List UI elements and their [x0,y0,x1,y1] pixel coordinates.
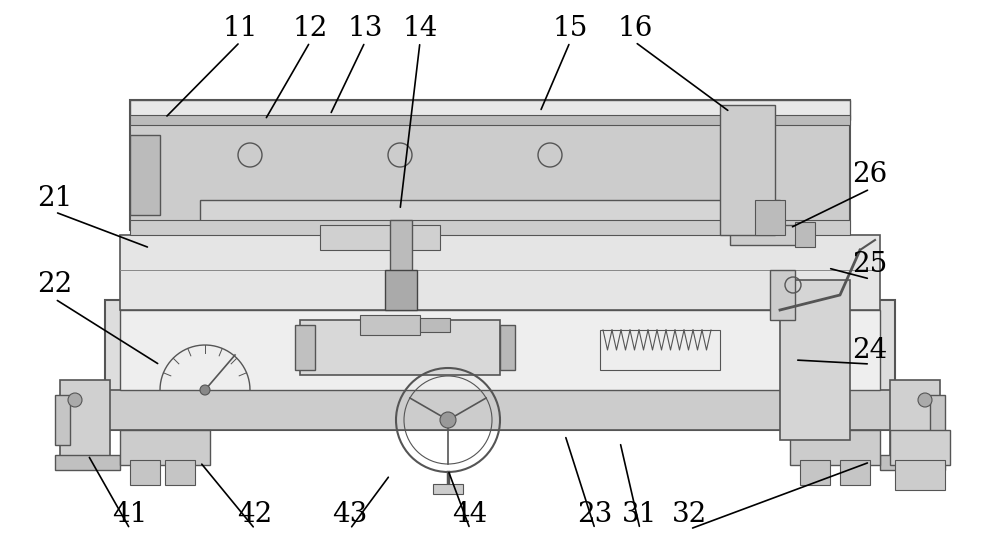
Circle shape [440,412,456,428]
Bar [130,220,850,235]
Circle shape [68,393,82,407]
Text: 32: 32 [672,501,708,529]
Bar [770,270,795,320]
Bar [720,105,775,235]
Circle shape [200,385,210,395]
Text: 25: 25 [852,252,888,279]
Bar [55,455,120,470]
Bar [130,100,850,120]
Bar [390,220,412,275]
Text: 44: 44 [452,501,488,529]
Bar [730,225,800,245]
Bar [420,318,450,332]
Bar [300,320,500,375]
Bar [780,280,850,440]
Text: 24: 24 [852,336,888,363]
Text: 23: 23 [577,501,613,529]
Bar [790,430,880,465]
Bar [60,380,110,460]
Circle shape [918,393,932,407]
Bar [895,460,945,490]
Text: 21: 21 [37,184,73,212]
Bar [295,325,315,370]
Bar [130,460,160,485]
Text: 11: 11 [222,14,258,42]
Bar [55,395,70,445]
Text: 42: 42 [237,501,273,529]
Bar [360,315,420,335]
Bar [130,100,850,230]
Bar [433,484,463,494]
Text: 31: 31 [622,501,658,529]
Text: 16: 16 [617,14,653,42]
Bar [500,325,515,370]
Bar [130,115,850,125]
Bar [105,300,895,430]
Text: 43: 43 [332,501,368,529]
Bar [840,460,870,485]
Text: 14: 14 [402,14,438,42]
Bar [120,310,880,390]
Bar [930,395,945,445]
Bar [320,225,440,250]
Text: 26: 26 [852,162,888,188]
Bar [880,455,945,470]
Bar [200,200,780,230]
Bar [800,460,830,485]
Text: 13: 13 [347,14,383,42]
Text: 12: 12 [292,14,328,42]
Text: 41: 41 [112,501,148,529]
Text: 15: 15 [552,14,588,42]
Bar [890,380,940,460]
Bar [755,200,785,235]
Bar [120,430,210,465]
Bar [890,430,950,465]
Bar [130,135,160,215]
Bar [105,390,895,430]
Text: 22: 22 [37,271,73,299]
Bar [795,222,815,247]
Bar [120,235,880,310]
Bar [600,330,720,370]
Bar [165,460,195,485]
Bar [385,270,417,310]
